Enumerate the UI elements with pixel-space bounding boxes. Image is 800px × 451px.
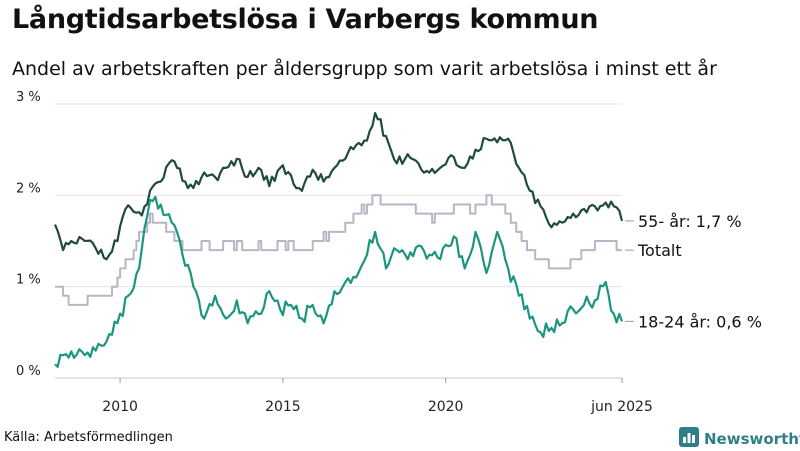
series-line-s18 — [54, 195, 624, 368]
series-line-s55 — [53, 112, 624, 261]
x-tick-label: jun 2025 — [590, 399, 653, 415]
bar-chart-icon — [679, 427, 699, 451]
series-line-total — [55, 194, 622, 306]
series-lines — [53, 112, 624, 368]
series-labels: 55- år: 1,7 % Totalt 18-24 år: 0,6 % — [625, 212, 762, 331]
y-tick-label: 3 % — [16, 90, 41, 105]
y-axis-ticks: 0 % 1 % 2 % 3 % — [16, 90, 41, 379]
x-axis-ticks: 2010 2015 2020 jun 2025 — [102, 378, 653, 415]
source-note: Källa: Arbetsförmedlingen — [4, 430, 173, 445]
y-tick-label: 0 % — [16, 364, 41, 379]
chart-subtitle: Andel av arbetskraften per åldersgrupp s… — [12, 58, 717, 80]
y-tick-label: 2 % — [16, 181, 41, 196]
series-label-s55: 55- år: 1,7 % — [638, 212, 742, 231]
brand-name: Newsworthy — [704, 430, 800, 448]
chart-title: Långtidsarbetslösa i Varbergs kommun — [12, 4, 599, 35]
series-label-s18: 18-24 år: 0,6 % — [638, 312, 762, 331]
x-tick-label: 2010 — [102, 399, 138, 415]
y-tick-label: 1 % — [16, 273, 41, 288]
brand-logo[interactable]: Newsworthy — [679, 427, 800, 451]
x-tick-label: 2015 — [265, 399, 301, 415]
series-label-total: Totalt — [637, 241, 682, 260]
x-tick-label: 2020 — [428, 399, 464, 415]
